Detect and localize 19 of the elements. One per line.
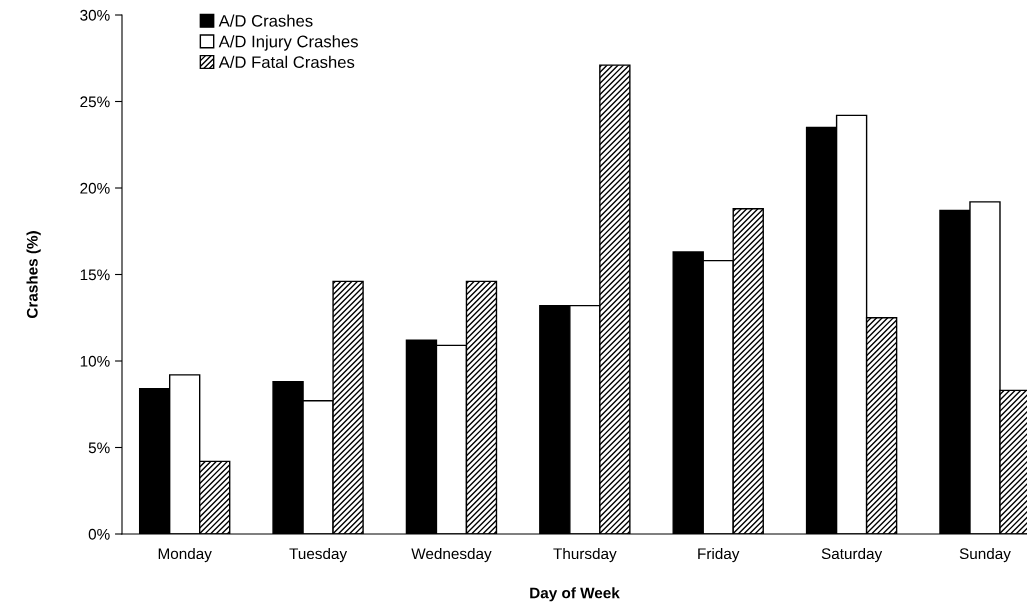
x-tick-label: Thursday [553,547,617,563]
y-tick-label: 30% [80,9,110,21]
legend-label: A/D Injury Crashes [218,35,358,51]
y-axis-title: Crashes (%) [26,231,41,319]
y-tick-label: 5% [88,442,110,454]
x-tick-label: Friday [698,547,740,563]
y-tick-label: 0% [88,528,110,540]
x-tick-label: Monday [158,547,212,563]
x-axis-title: Day of Week [530,587,620,602]
x-tick-label: Wednesday [411,547,492,563]
y-tick-label: 10% [80,355,110,367]
legend-label: A/D Crashes [218,14,313,27]
y-tick-label: 25% [80,96,110,108]
x-tick-label: Tuesday [289,547,348,563]
x-tick-label: Saturday [821,547,883,563]
x-tick-label: Sunday [959,547,1011,563]
y-tick-label: 20% [80,182,110,194]
y-tick-label: 15% [80,269,110,281]
legend-label: A/D Fatal Crashes [218,55,355,69]
